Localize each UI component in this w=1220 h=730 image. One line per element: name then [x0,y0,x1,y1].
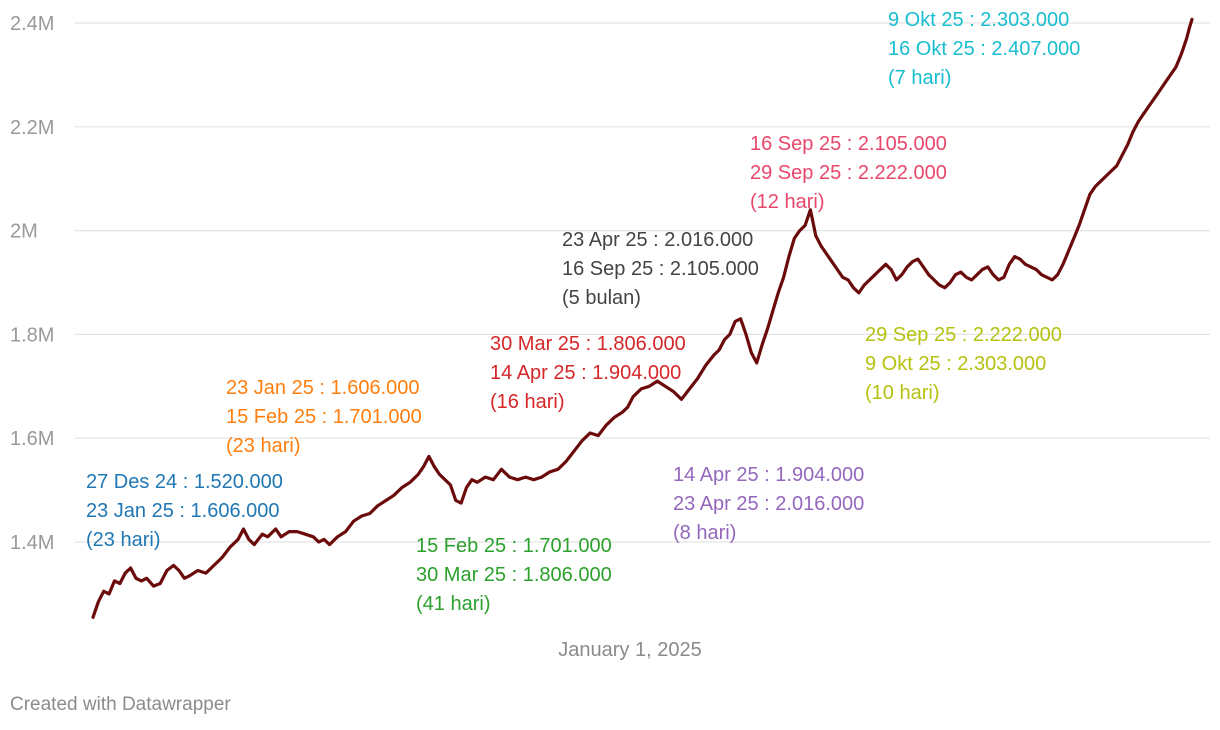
y-tick-label: 2.4M [10,13,54,35]
series-line [91,17,1194,619]
annotation-6: 23 Apr 25 : 2.016.000 16 Sep 25 : 2.105.0… [562,229,759,309]
y-tick-label: 1.8M [10,324,54,346]
annotation-line: (10 hari) [865,382,939,404]
annotation-7: 16 Sep 25 : 2.105.000 29 Sep 25 : 2.222.0… [750,133,947,213]
annotation-line: 9 Okt 25 : 2.303.000 [888,9,1069,31]
annotation-line: 23 Jan 25 : 1.606.000 [86,500,280,522]
annotation-line: 16 Okt 25 : 2.407.000 [888,38,1080,60]
series-lines [91,17,1194,619]
annotation-line: 23 Jan 25 : 1.606.000 [226,377,420,399]
y-tick-label: 2.2M [10,117,54,139]
annotation-line: (23 hari) [86,529,160,551]
x-axis-label: January 1, 2025 [558,639,701,661]
y-tick-label: 1.6M [10,428,54,450]
annotation-line: 14 Apr 25 : 1.904.000 [490,362,681,384]
annotation-line: 29 Sep 25 : 2.222.000 [865,324,1062,346]
annotation-line: (5 bulan) [562,287,641,309]
annotation-line: 14 Apr 25 : 1.904.000 [673,464,864,486]
annotation-3: 15 Feb 25 : 1.701.000 30 Mar 25 : 1.806.0… [416,535,612,615]
annotation-line: 23 Apr 25 : 2.016.000 [562,229,753,251]
annotation-line: 16 Sep 25 : 2.105.000 [562,258,759,280]
annotation-1: 27 Des 24 : 1.520.000 23 Jan 25 : 1.606.0… [86,471,283,551]
annotation-5: 14 Apr 25 : 1.904.000 23 Apr 25 : 2.016.0… [673,464,864,544]
credit-text: Created with Datawrapper [10,694,231,715]
annotation-4: 30 Mar 25 : 1.806.000 14 Apr 25 : 1.904.0… [490,333,686,413]
annotation-line: 27 Des 24 : 1.520.000 [86,471,283,493]
annotation-line: 15 Feb 25 : 1.701.000 [416,535,612,557]
annotation-line: 30 Mar 25 : 1.806.000 [416,564,612,586]
annotations: 27 Des 24 : 1.520.000 23 Jan 25 : 1.606.0… [86,9,1080,615]
y-tick-label: 2M [10,221,38,243]
line-chart: 1.4M 1.6M 1.8M 2M 2.2M 2.4M 27 Des 24 : 1.520… [10,9,1210,661]
annotation-line: 16 Sep 25 : 2.105.000 [750,133,947,155]
y-tick-label: 1.4M [10,532,54,554]
annotation-line: 30 Mar 25 : 1.806.000 [490,333,686,355]
annotation-line: (41 hari) [416,593,490,615]
annotation-9: 9 Okt 25 : 2.303.000 16 Okt 25 : 2.407.00… [888,9,1080,89]
annotation-line: (8 hari) [673,522,736,544]
annotation-line: 9 Okt 25 : 2.303.000 [865,353,1046,375]
annotation-line: 29 Sep 25 : 2.222.000 [750,162,947,184]
annotation-line: 23 Apr 25 : 2.016.000 [673,493,864,515]
grid-lines [75,22,1210,543]
annotation-8: 29 Sep 25 : 2.222.000 9 Okt 25 : 2.303.00… [865,324,1062,404]
annotation-line: 15 Feb 25 : 1.701.000 [226,406,422,428]
annotation-2: 23 Jan 25 : 1.606.000 15 Feb 25 : 1.701.0… [226,377,422,457]
annotation-line: (12 hari) [750,191,824,213]
annotation-line: (7 hari) [888,67,951,89]
annotation-line: (16 hari) [490,391,564,413]
annotation-line: (23 hari) [226,435,300,457]
y-axis-ticks: 1.4M 1.6M 1.8M 2M 2.2M 2.4M [10,13,54,554]
